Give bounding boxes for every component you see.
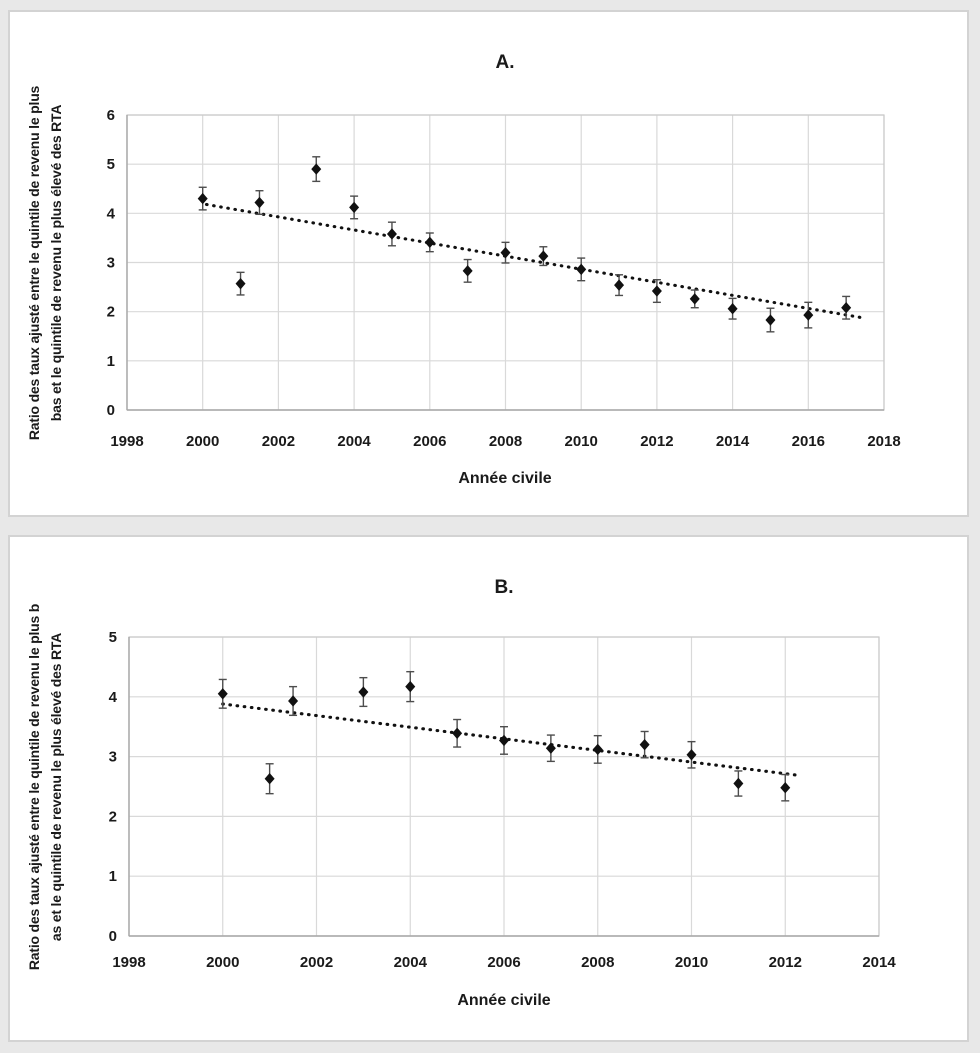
x-tick-label: 2012 [769, 954, 802, 971]
data-point-marker [803, 309, 814, 321]
data-point-marker [545, 742, 556, 754]
x-tick-label: 1998 [112, 954, 145, 971]
data-point-marker [217, 688, 228, 700]
panel-b-plot-area: 1998 2000 2002 2004 2006 2008 2010 2012 2014 0 1 2 3… [109, 629, 897, 971]
panel-a-card: 1998 2000 2002 2004 2006 2008 2010 2012 2014 2016… [8, 10, 969, 517]
data-point-marker [733, 777, 744, 790]
trend-line [221, 702, 799, 777]
panel-b-chart: 1998 2000 2002 2004 2006 2008 2010 2012 2014 0 1 2 3… [26, 577, 897, 1009]
x-tick-label: 2004 [394, 954, 428, 971]
panel-b-yaxis-title-line1: Ratio des taux ajusté entre le quintile … [26, 604, 42, 970]
x-tick-label: 2010 [675, 954, 708, 971]
x-tick-label: 2006 [487, 954, 520, 971]
data-point-marker [592, 743, 603, 756]
data-point-marker [452, 727, 463, 739]
panel-b-title: B. [495, 577, 514, 598]
data-point-marker [254, 196, 265, 209]
x-tick-label: 2004 [337, 433, 371, 450]
data-point-marker [462, 265, 473, 277]
trend-line [204, 202, 863, 320]
panel-a-xaxis-title: Année civile [458, 470, 551, 487]
y-tick-label: 3 [109, 749, 117, 766]
y-tick-label: 3 [107, 255, 115, 272]
data-point-marker [358, 686, 369, 698]
x-tick-label: 1998 [110, 433, 143, 450]
x-tick-label: 2014 [716, 433, 750, 450]
y-tick-label: 6 [107, 107, 115, 124]
data-point-marker [500, 246, 511, 259]
panel-a-title: A. [496, 52, 515, 73]
data-point-marker [765, 314, 776, 326]
data-point-marker [538, 250, 549, 262]
panel-a-plot-area: 1998 2000 2002 2004 2006 2008 2010 2012 2014 2016… [107, 107, 901, 450]
data-point-marker [386, 228, 397, 240]
x-tick-label: 2008 [581, 954, 614, 971]
data-point-marker [499, 734, 509, 747]
data-point-marker [235, 277, 246, 290]
data-point-marker [686, 749, 697, 761]
panel-b-yaxis-title-line2: as et le quintile de revenu le plus élev… [48, 633, 64, 941]
data-point-marker [689, 293, 700, 305]
y-tick-label: 4 [109, 689, 118, 706]
y-tick-label: 2 [107, 304, 115, 321]
data-point-marker [841, 302, 852, 314]
data-point-marker [349, 201, 360, 214]
y-tick-label: 0 [107, 402, 115, 419]
data-point-marker [405, 680, 416, 693]
x-tick-label: 2008 [489, 433, 522, 450]
y-tick-label: 4 [107, 205, 116, 222]
x-tick-label: 2012 [640, 433, 673, 450]
x-tick-label: 2018 [867, 433, 900, 450]
y-tick-label: 5 [107, 156, 115, 173]
data-point-marker [197, 192, 208, 205]
x-tick-label: 2016 [792, 433, 825, 450]
x-tick-label: 2000 [206, 954, 239, 971]
data-point-marker [639, 738, 650, 751]
panel-b-xaxis-title: Année civile [457, 992, 550, 1009]
data-point-marker [780, 781, 791, 794]
y-tick-label: 0 [109, 928, 117, 945]
data-point-marker [614, 279, 625, 291]
y-tick-label: 1 [109, 868, 117, 885]
data-point-marker [651, 285, 662, 297]
y-tick-label: 2 [109, 808, 117, 825]
x-tick-label: 2002 [262, 433, 295, 450]
y-tick-label: 5 [109, 629, 117, 646]
x-tick-label: 2014 [862, 954, 896, 971]
data-point-marker [424, 236, 435, 249]
panel-a-chart: 1998 2000 2002 2004 2006 2008 2010 2012 2014 2016… [26, 52, 901, 487]
y-tick-label: 1 [107, 353, 115, 370]
data-point-marker [727, 303, 738, 315]
data-point-marker [264, 773, 275, 785]
x-tick-label: 2006 [413, 433, 446, 450]
x-tick-label: 2000 [186, 433, 219, 450]
x-tick-label: 2010 [565, 433, 598, 450]
panel-a-yaxis-title-line1: Ratio des taux ajusté entre le quintile … [26, 85, 42, 440]
panel-a-yaxis-title-line2: bas et le quintile de revenu le plus éle… [48, 105, 64, 422]
panel-b-card: 1998 2000 2002 2004 2006 2008 2010 2012 2014 0 1 2 3… [8, 535, 969, 1042]
data-point-marker [311, 163, 322, 175]
x-tick-label: 2002 [300, 954, 333, 971]
data-point-marker [576, 263, 587, 276]
